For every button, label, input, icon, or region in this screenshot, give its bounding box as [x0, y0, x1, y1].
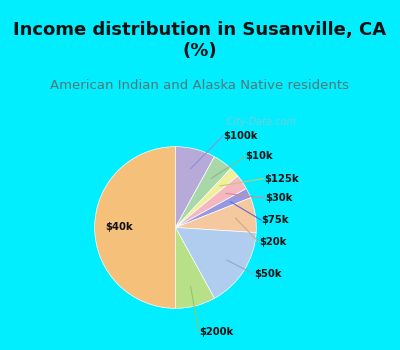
Wedge shape: [176, 189, 251, 228]
Text: Income distribution in Susanville, CA
(%): Income distribution in Susanville, CA (%…: [14, 21, 386, 60]
Wedge shape: [176, 147, 214, 228]
Wedge shape: [176, 169, 238, 228]
Wedge shape: [176, 198, 256, 233]
Text: $10k: $10k: [245, 152, 273, 161]
Text: $50k: $50k: [254, 269, 281, 279]
Text: $30k: $30k: [265, 193, 292, 203]
Text: City-Data.com: City-Data.com: [217, 117, 296, 127]
Wedge shape: [176, 228, 214, 308]
Text: $125k: $125k: [264, 174, 298, 183]
Text: $100k: $100k: [223, 131, 258, 141]
Text: $20k: $20k: [259, 237, 286, 247]
Text: $40k: $40k: [106, 223, 133, 232]
Wedge shape: [95, 147, 176, 308]
Text: $200k: $200k: [199, 327, 233, 337]
Text: American Indian and Alaska Native residents: American Indian and Alaska Native reside…: [50, 79, 350, 92]
Wedge shape: [176, 176, 246, 228]
Wedge shape: [176, 228, 256, 298]
Wedge shape: [176, 157, 231, 228]
Text: $75k: $75k: [261, 215, 289, 225]
